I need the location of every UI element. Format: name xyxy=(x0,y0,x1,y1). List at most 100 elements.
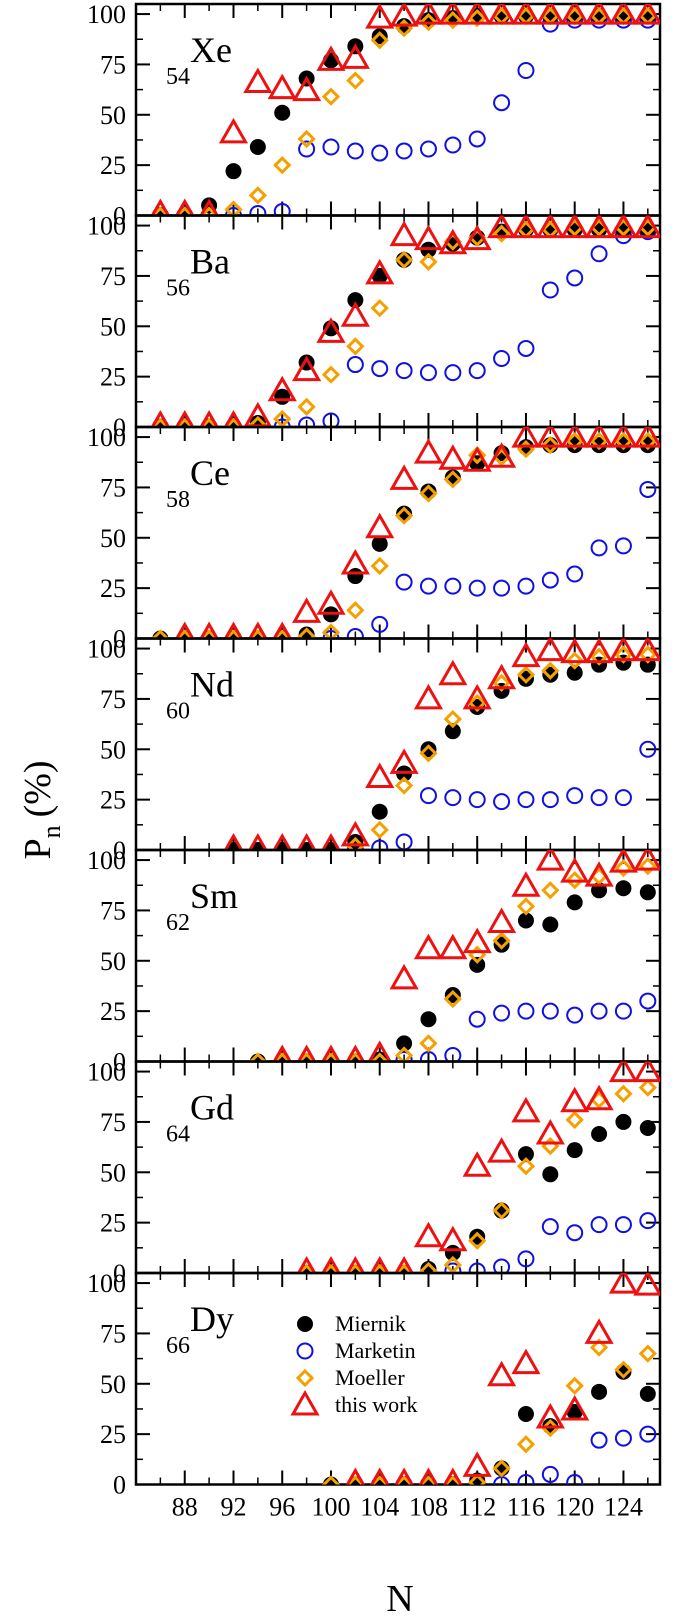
miernik-point xyxy=(249,139,266,156)
thiswork-point xyxy=(292,355,322,382)
miernik-point xyxy=(566,1142,583,1159)
thiswork-point xyxy=(633,850,660,871)
y-tick-label: 75 xyxy=(100,50,126,79)
marketin-point xyxy=(614,789,632,807)
thiswork-point xyxy=(443,1467,463,1485)
miernik-point xyxy=(444,723,461,740)
y-tick-label: 0 xyxy=(113,202,126,231)
marketin-point xyxy=(298,140,316,158)
moeller-point xyxy=(224,417,243,427)
marketin-point xyxy=(493,1258,511,1273)
thiswork-point xyxy=(486,4,517,25)
miernik-point xyxy=(469,956,486,973)
moeller-point xyxy=(346,337,365,356)
miernik-point xyxy=(493,936,510,953)
thiswork-point xyxy=(248,621,268,639)
moeller-point xyxy=(297,1263,316,1273)
y-tick-label: 50 xyxy=(100,312,126,341)
moeller-point xyxy=(346,1475,365,1485)
legend-marker-miernik xyxy=(297,1316,313,1332)
moeller-point xyxy=(346,1263,365,1273)
marketin-point xyxy=(468,1010,486,1028)
thiswork-point xyxy=(560,1394,590,1421)
y-tick-label: 25 xyxy=(100,363,126,392)
marketin-point xyxy=(346,627,364,639)
marketin-point xyxy=(298,416,316,427)
marketin-point xyxy=(371,839,389,850)
marketin-point xyxy=(419,577,437,595)
moeller-point xyxy=(541,661,560,680)
thiswork-point xyxy=(560,215,590,239)
marketin-point xyxy=(517,1473,535,1485)
y-tick-label: 75 xyxy=(100,896,126,925)
thiswork-point xyxy=(394,1255,414,1273)
thiswork-point xyxy=(486,442,517,468)
marketin-point xyxy=(493,579,511,597)
moeller-point xyxy=(297,1052,316,1062)
element-label: 64Gd xyxy=(166,1088,234,1148)
x-tick-label: 100 xyxy=(311,1493,350,1522)
y-tick-label: 50 xyxy=(100,947,126,976)
marketin-point xyxy=(517,1002,535,1020)
atomic-number: 62 xyxy=(166,910,190,936)
thiswork-point xyxy=(535,1403,565,1429)
thiswork-point xyxy=(296,832,317,850)
moeller-point xyxy=(224,200,243,216)
thiswork-point xyxy=(413,1221,444,1248)
panel-sm: 0 25 50 75 100 62Sm xyxy=(87,846,662,1077)
miernik-point xyxy=(420,741,437,758)
element-label: 58Ce xyxy=(166,453,230,513)
marketin-point xyxy=(395,1050,413,1062)
moeller-point xyxy=(492,224,511,243)
thiswork-point xyxy=(218,117,249,144)
panel-markers xyxy=(296,1061,660,1273)
miernik-point xyxy=(371,28,388,45)
panel-markers xyxy=(150,215,660,427)
marketin-point xyxy=(346,356,364,374)
element-symbol: Sm xyxy=(190,876,238,916)
moeller-point xyxy=(297,129,316,149)
moeller-point xyxy=(248,186,267,205)
thiswork-point xyxy=(560,4,590,25)
y-tick-label: 50 xyxy=(100,101,126,130)
moeller-point xyxy=(468,693,487,713)
thiswork-point xyxy=(462,1151,492,1177)
thiswork-point xyxy=(292,597,322,623)
moeller-point xyxy=(419,744,438,763)
y-tick-label: 0 xyxy=(113,1259,126,1288)
thiswork-point xyxy=(365,4,395,29)
moeller-point xyxy=(565,1376,584,1395)
moeller-point xyxy=(394,1046,414,1062)
legend-marker-thiswork xyxy=(290,1389,320,1416)
y-tick-label: 100 xyxy=(87,635,126,664)
thiswork-point xyxy=(584,861,614,887)
y-tick-label: 25 xyxy=(100,786,126,815)
moeller-point xyxy=(370,31,389,50)
miernik-point xyxy=(322,320,339,337)
thiswork-point xyxy=(394,1467,414,1485)
moeller-point xyxy=(565,1110,584,1130)
thiswork-point xyxy=(418,1467,439,1485)
thiswork-point xyxy=(296,1044,317,1062)
marketin-point xyxy=(517,577,535,595)
marketin-point xyxy=(614,537,632,555)
marketin-point xyxy=(468,1262,486,1273)
thiswork-point xyxy=(462,683,492,710)
marketin-point xyxy=(273,202,291,216)
moeller-point xyxy=(468,446,487,465)
thiswork-point xyxy=(584,1084,614,1111)
panel-dy: 0 25 50 75 100 66Dy xyxy=(87,1269,662,1500)
element-label: 54Xe xyxy=(166,30,232,90)
thiswork-point xyxy=(272,1044,292,1062)
thiswork-point xyxy=(584,215,614,239)
thiswork-point xyxy=(560,638,590,664)
moeller-point xyxy=(638,1344,657,1363)
miernik-point xyxy=(274,104,291,121)
y-tick-label: 0 xyxy=(113,836,126,865)
moeller-point xyxy=(273,629,292,639)
panel-markers xyxy=(321,1273,660,1485)
x-tick-label: 112 xyxy=(458,1493,496,1522)
atomic-number: 66 xyxy=(166,1333,190,1359)
y-tick-label: 25 xyxy=(100,1209,126,1238)
marketin-point xyxy=(371,360,389,378)
